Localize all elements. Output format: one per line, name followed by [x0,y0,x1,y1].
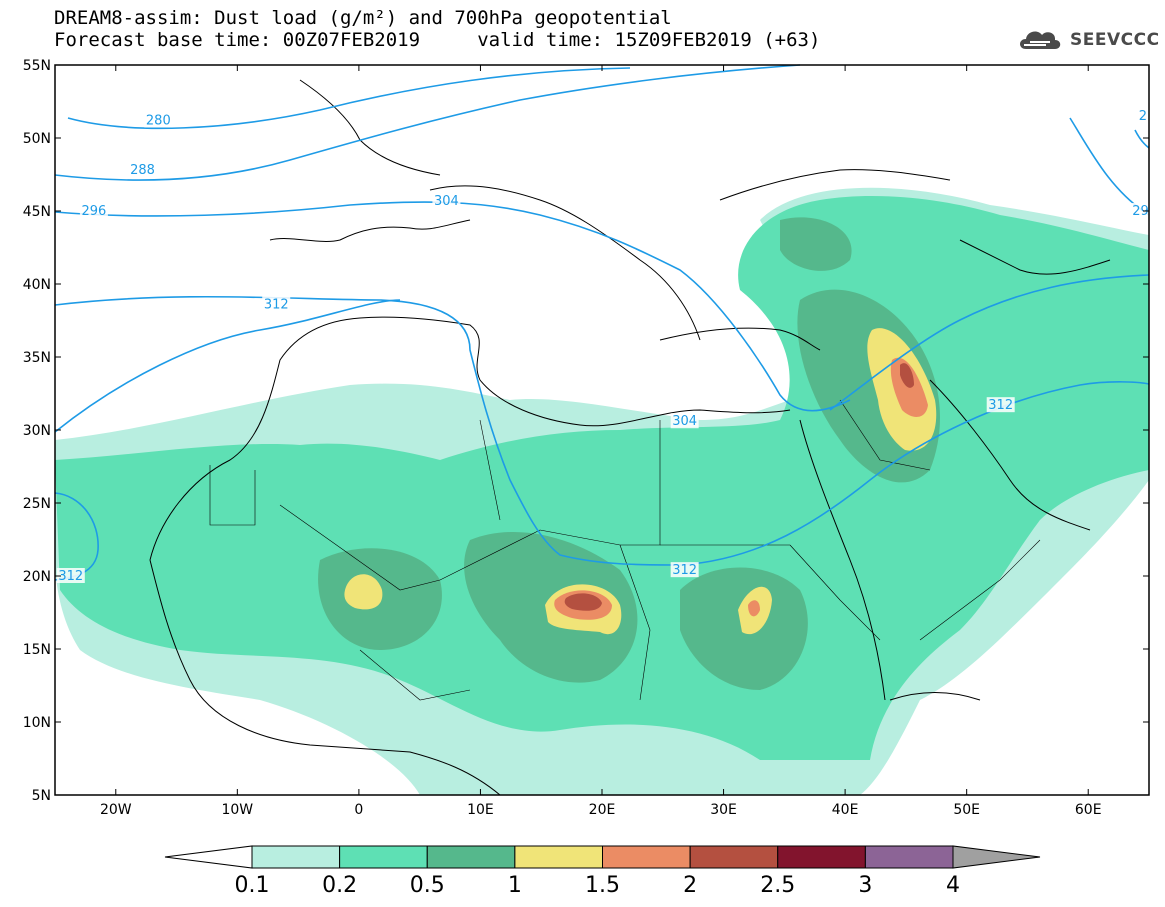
isoline-label-bg [128,162,157,178]
dust-region-0.5e [780,217,852,271]
colorbar: 0.1 0.2 0.5 1 1.5 2 2.5 3 4 [164,845,1041,898]
cloud-icon [1020,31,1061,49]
dust-region-2b [900,363,914,388]
isoline-label: 288 [130,163,155,178]
colorbar-label: 1 [508,873,522,898]
lon-tick-label: 30E [710,802,737,818]
lat-tick-label: 45N [23,204,51,220]
colorbar-label: 1.5 [585,873,620,898]
lon-tick-label: 60E [1075,802,1102,818]
lon-tick-label: 10E [467,802,494,818]
isoline-label-bg [670,413,699,429]
lon-tick-label: 20E [589,802,616,818]
geopotential-isolines [54,64,1150,581]
colorbar-label: 0.1 [235,873,270,898]
lon-tick-label: 10W [221,802,253,818]
colorbar-swatch [777,845,866,869]
lat-tick-label: 55N [23,58,51,74]
isoline-label-bg [262,296,291,312]
colorbar-swatch [864,845,954,869]
isoline-label-bg [144,112,173,128]
seevccc-logo: SEEVCCC [1016,26,1160,54]
dust-region-1a [344,574,383,610]
lat-tick-label: 40N [23,277,51,293]
colorbar-swatch [602,845,691,869]
axis-ticks: 55N 50N 45N 40N 35N 30N 25N 20N 15N 10N 5N 20W 10W 0 1… [23,58,1149,818]
colorbar-max-triangle [952,845,1041,869]
lat-tick-label: 20N [23,569,51,585]
colorbar-label: 0.5 [410,873,445,898]
isoline-label: 29 [1132,204,1149,219]
logo-text: SEEVCCC [1070,30,1160,50]
dust-region-1.5b [748,600,760,617]
lat-tick-label: 5N [32,788,51,804]
isoline-label: 304 [672,414,697,429]
isoline-label: 312 [672,563,697,578]
isoline-label: 304 [434,194,459,209]
isoline-label: 280 [146,113,171,128]
isoline-label: 2 [1139,109,1147,124]
colorbar-label: 2.5 [760,873,795,898]
colorbar-swatch [339,845,428,869]
isoline-label: 296 [81,204,106,219]
colorbar-label: 0.2 [322,873,357,898]
colorbar-min-triangle [164,845,253,869]
country-borders [209,399,1041,701]
isoline-label: 312 [264,297,289,312]
map-title: DREAM8-assim: Dust load (g/m²) and 700hP… [54,7,672,29]
colorbar-label: 2 [683,873,697,898]
isoline-label-bg [432,192,461,208]
lat-tick-label: 30N [23,423,51,439]
isoline-label-bg [1130,203,1151,218]
isoline-label-bg [986,397,1015,413]
lon-tick-label: 20W [100,802,132,818]
geopotential-labels: 280 288 296 304 312 304 312 312 312 2 29 [56,108,1151,584]
colorbar-swatch [251,845,341,869]
colorbar-label: 3 [858,873,872,898]
isoline-label: 312 [988,398,1013,413]
map-subtitle: Forecast base time: 00Z07FEB2019 valid t… [54,29,821,51]
isoline-label-bg [56,568,85,583]
lon-tick-label: 40E [832,802,859,818]
coastlines [149,79,1111,796]
dust-region-2a [564,593,602,611]
colorbar-swatch [689,845,779,869]
lat-tick-label: 50N [23,131,51,147]
lon-tick-label: 50E [953,802,980,818]
isoline-label-bg [1136,108,1149,124]
colorbar-label: 4 [946,873,960,898]
lat-tick-label: 15N [23,642,51,658]
map-plot-area: 280 288 296 304 312 304 312 312 312 2 29 55N 50N 45N… [23,58,1151,818]
colorbar-swatch [514,845,603,869]
lat-tick-label: 35N [23,350,51,366]
lat-tick-label: 10N [23,715,51,731]
isoline-label-bg [79,203,108,218]
lon-tick-label: 0 [354,802,363,818]
isoline-label: 312 [58,569,83,584]
isoline-label-bg [670,562,699,578]
colorbar-swatch [426,845,516,869]
lat-tick-label: 25N [23,496,51,512]
